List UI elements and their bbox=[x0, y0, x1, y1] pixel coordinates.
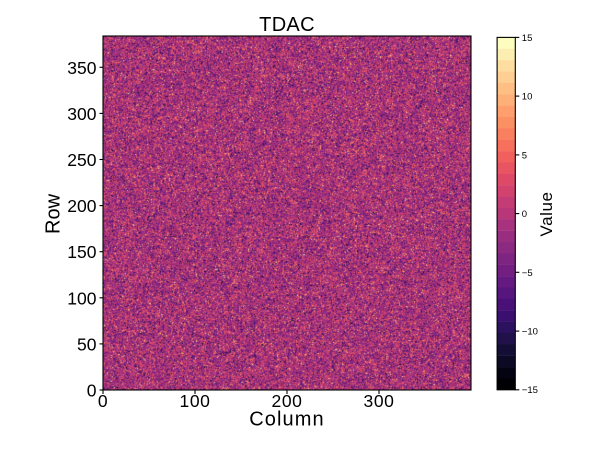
svg-text:300: 300 bbox=[67, 104, 96, 124]
svg-text:Row: Row bbox=[43, 193, 65, 234]
svg-text:100: 100 bbox=[67, 288, 96, 308]
svg-text:150: 150 bbox=[67, 242, 96, 262]
svg-text:−5: −5 bbox=[522, 268, 533, 279]
svg-text:−15: −15 bbox=[522, 385, 538, 396]
svg-text:100: 100 bbox=[180, 391, 211, 411]
svg-text:−10: −10 bbox=[522, 327, 538, 338]
svg-text:300: 300 bbox=[364, 391, 395, 411]
svg-text:200: 200 bbox=[272, 391, 303, 411]
svg-text:5: 5 bbox=[522, 150, 527, 161]
svg-text:0: 0 bbox=[98, 391, 108, 411]
svg-text:350: 350 bbox=[67, 58, 96, 78]
svg-text:200: 200 bbox=[67, 196, 96, 216]
svg-text:Column: Column bbox=[249, 408, 325, 430]
svg-text:Value: Value bbox=[537, 191, 556, 236]
svg-text:0: 0 bbox=[87, 381, 97, 401]
svg-text:10: 10 bbox=[522, 92, 533, 103]
svg-text:250: 250 bbox=[67, 150, 96, 170]
svg-text:15: 15 bbox=[522, 33, 533, 44]
svg-text:0: 0 bbox=[522, 209, 527, 220]
svg-text:50: 50 bbox=[77, 334, 97, 354]
